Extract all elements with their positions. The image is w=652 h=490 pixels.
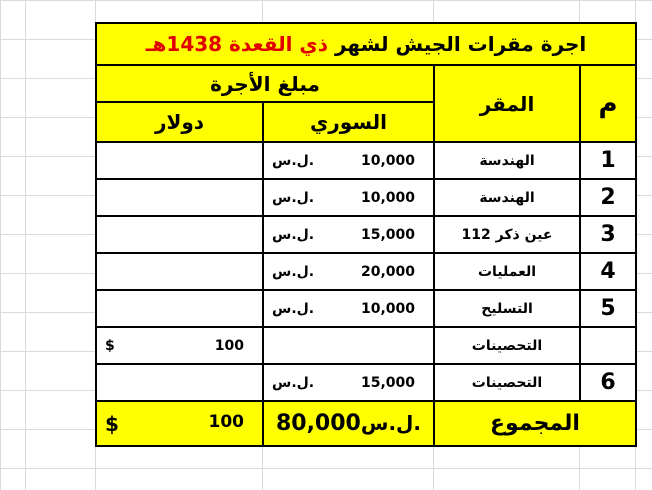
gridline bbox=[25, 0, 26, 490]
table-row: 2 الهندسة ل.س. 10,000 bbox=[95, 178, 637, 217]
row-num[interactable]: 1 bbox=[579, 141, 637, 180]
row-num[interactable]: 3 bbox=[579, 215, 637, 254]
table-row: 5 التسليح ل.س. 10,000 bbox=[95, 289, 637, 328]
header-amount[interactable]: مبلغ الأجرة bbox=[95, 64, 435, 103]
row-syp-cell[interactable]: ل.س. 20,000 bbox=[262, 252, 435, 291]
row-num[interactable]: 6 bbox=[579, 363, 637, 402]
total-syp-cell[interactable]: 80,000 ل.س. bbox=[262, 400, 435, 447]
row-syp-cell[interactable]: ل.س. 15,000 bbox=[262, 363, 435, 402]
table-row: التحصينات $100 bbox=[95, 326, 637, 365]
table-row: 3 عين ذكر 112 ل.س. 15,000 bbox=[95, 215, 637, 254]
row-usd-cell[interactable] bbox=[95, 178, 264, 217]
header-syrian[interactable]: السوري bbox=[262, 101, 435, 143]
header-num[interactable]: م bbox=[579, 64, 637, 143]
row-place[interactable]: العمليات bbox=[433, 252, 581, 291]
header-place[interactable]: المقر bbox=[433, 64, 581, 143]
row-syp-cell[interactable]: ل.س. 15,000 bbox=[262, 215, 435, 254]
title-cell[interactable]: اجرة مقرات الجيش لشهر ذي القعدة 1438هـ bbox=[95, 22, 637, 66]
row-usd-cell[interactable] bbox=[95, 141, 264, 180]
row-syp-cell[interactable]: ل.س. 10,000 bbox=[262, 289, 435, 328]
row-place[interactable]: التحصينات bbox=[433, 326, 581, 365]
row-place[interactable]: الهندسة bbox=[433, 141, 581, 180]
row-num[interactable] bbox=[579, 326, 637, 365]
row-usd-cell[interactable]: $100 bbox=[95, 326, 264, 365]
total-usd-cell[interactable]: $100 bbox=[95, 400, 264, 447]
total-row: المجموع 80,000 ل.س. $100 bbox=[95, 400, 637, 447]
row-syp-cell[interactable]: ل.س. 10,000 bbox=[262, 178, 435, 217]
header-dollar[interactable]: دولار bbox=[95, 101, 264, 143]
row-num[interactable]: 5 bbox=[579, 289, 637, 328]
title-row: اجرة مقرات الجيش لشهر ذي القعدة 1438هـ bbox=[95, 22, 637, 66]
row-syp-cell[interactable]: ل.س. 10,000 bbox=[262, 141, 435, 180]
row-num[interactable]: 4 bbox=[579, 252, 637, 291]
row-place[interactable]: التسليح bbox=[433, 289, 581, 328]
table-row: 6 التحصينات ل.س. 15,000 bbox=[95, 363, 637, 402]
row-place[interactable]: الهندسة bbox=[433, 178, 581, 217]
row-place[interactable]: عين ذكر 112 bbox=[433, 215, 581, 254]
table-row: 4 العمليات ل.س. 20,000 bbox=[95, 252, 637, 291]
table-row: 1 الهندسة ل.س. 10,000 bbox=[95, 141, 637, 180]
rent-table: اجرة مقرات الجيش لشهر ذي القعدة 1438هـ م… bbox=[95, 22, 637, 447]
row-place[interactable]: التحصينات bbox=[433, 363, 581, 402]
total-label[interactable]: المجموع bbox=[433, 400, 637, 447]
row-usd-cell[interactable] bbox=[95, 252, 264, 291]
row-usd-cell[interactable] bbox=[95, 289, 264, 328]
row-syp-cell[interactable] bbox=[262, 326, 435, 365]
row-num[interactable]: 2 bbox=[579, 178, 637, 217]
row-usd-cell[interactable] bbox=[95, 215, 264, 254]
row-usd-cell[interactable] bbox=[95, 363, 264, 402]
